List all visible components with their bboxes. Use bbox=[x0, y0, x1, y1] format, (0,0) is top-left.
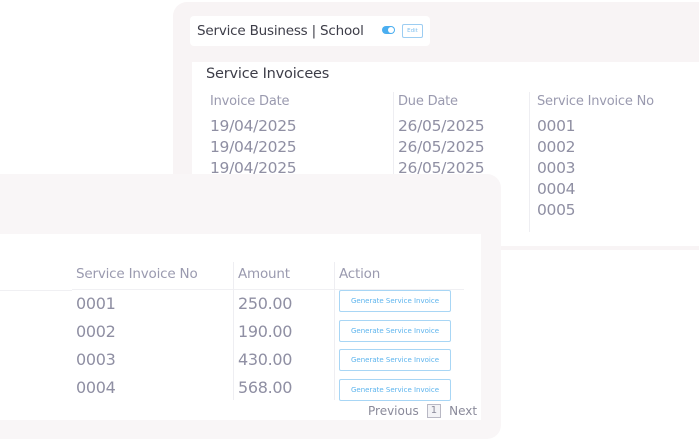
table-cell: 250.00 bbox=[238, 294, 293, 313]
table-cell: 0004 bbox=[537, 180, 576, 198]
column-invoice-date: Invoice Date 19/04/2025 19/04/2025 19/04… bbox=[210, 94, 297, 179]
column-amount: Amount 250.00 190.00 430.00 568.00 bbox=[238, 266, 292, 402]
table-cell: 26/05/2025 bbox=[398, 159, 485, 177]
table-cell: 568.00 bbox=[238, 378, 293, 397]
pagination: Previous 1 Next bbox=[368, 404, 477, 418]
table-cell: 19/04/2025 bbox=[210, 159, 297, 177]
table-cell: 0005 bbox=[537, 201, 576, 219]
divider bbox=[334, 262, 335, 400]
divider bbox=[0, 290, 72, 291]
generate-service-invoice-button[interactable]: Generate Service Invoice bbox=[339, 319, 451, 342]
column-header: Invoice Date bbox=[210, 94, 290, 109]
divider bbox=[393, 92, 394, 232]
column-action: Action Generate Service Invoice Generate… bbox=[339, 266, 451, 409]
generate-service-invoice-button[interactable]: Generate Service Invoice bbox=[339, 349, 451, 372]
column-due-date: Due Date 26/05/2025 26/05/2025 26/05/202… bbox=[398, 94, 485, 179]
column-invoice-no: Service Invoice No 0001 0002 0003 0004 bbox=[76, 266, 198, 402]
previous-button[interactable]: Previous bbox=[368, 404, 419, 418]
generate-service-invoice-button[interactable]: Generate Service Invoice bbox=[339, 379, 451, 402]
column-header: Service Invoice No bbox=[537, 94, 654, 109]
table-cell: 0001 bbox=[76, 294, 116, 313]
business-header: Service Business | School Edit bbox=[190, 16, 430, 46]
next-button[interactable]: Next bbox=[449, 404, 478, 418]
table-cell: 0003 bbox=[537, 159, 576, 177]
table-cell: 0002 bbox=[76, 322, 116, 341]
table-cell: 0003 bbox=[76, 350, 116, 369]
table-cell: 26/05/2025 bbox=[398, 117, 485, 135]
edit-button[interactable]: Edit bbox=[402, 24, 423, 38]
service-invoices-table: Service Invoicees Invoice Date 19/04/202… bbox=[192, 62, 699, 246]
table-cell: 19/04/2025 bbox=[210, 138, 297, 156]
section-heading: Service Invoicees bbox=[206, 66, 330, 82]
column-header: Action bbox=[339, 266, 381, 282]
table-cell: 0001 bbox=[537, 117, 576, 135]
column-header: Service Invoice No bbox=[76, 266, 198, 282]
toggle-switch[interactable] bbox=[382, 26, 395, 34]
generate-service-invoice-button[interactable]: Generate Service Invoice bbox=[339, 290, 451, 312]
table-cell: 26/05/2025 bbox=[398, 138, 485, 156]
divider bbox=[233, 262, 234, 400]
table-cell: 19/04/2025 bbox=[210, 117, 297, 135]
table-cell: 0004 bbox=[76, 378, 116, 397]
column-invoice-no: Service Invoice No 0001 0002 0003 0004 0… bbox=[537, 94, 654, 221]
business-title: Service Business | School bbox=[197, 23, 364, 39]
table-cell: 430.00 bbox=[238, 350, 293, 369]
page-number-button[interactable]: 1 bbox=[426, 404, 442, 418]
divider bbox=[529, 92, 530, 232]
divider bbox=[72, 289, 464, 290]
column-header: Due Date bbox=[398, 94, 458, 109]
table-cell: 0002 bbox=[537, 138, 576, 156]
column-header: Amount bbox=[238, 266, 290, 282]
invoice-actions-table: Service Invoice No 0001 0002 0003 0004 A… bbox=[0, 234, 481, 420]
table-cell: 190.00 bbox=[238, 322, 293, 341]
